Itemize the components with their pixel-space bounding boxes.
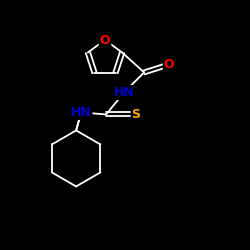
Text: O: O (164, 58, 174, 71)
Text: S: S (132, 108, 140, 121)
Text: HN: HN (71, 106, 92, 119)
Text: O: O (100, 34, 110, 46)
Text: HN: HN (114, 86, 134, 99)
